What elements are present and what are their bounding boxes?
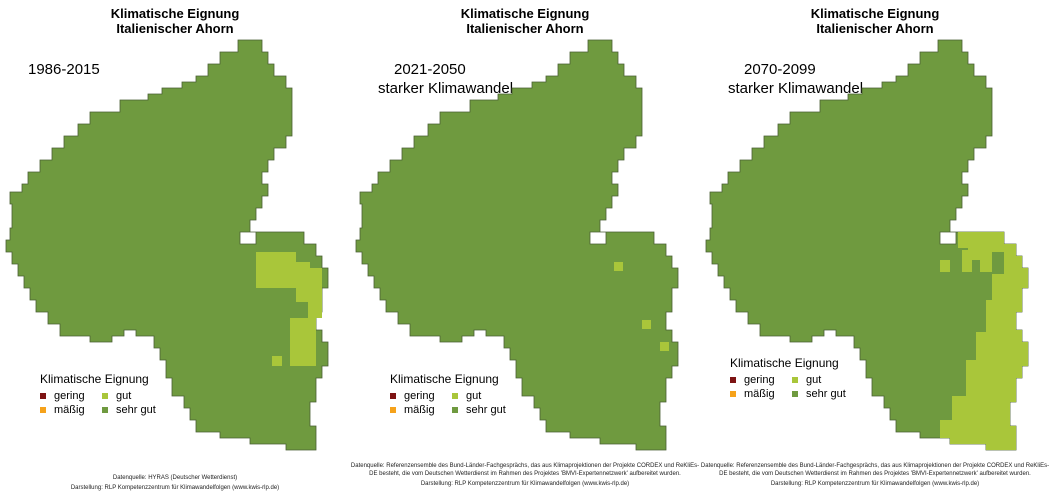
legend: Klimatische Eignung gering gut mäßig seh… (390, 372, 522, 416)
period-line-1: 2021-2050 (394, 61, 466, 78)
legend-label: mäßig (404, 404, 435, 416)
credits: Datenquelle: HYRAS (Deutscher Wetterdien… (0, 474, 350, 492)
rlp-region-sehr-gut (705, 39, 1029, 451)
legend-title: Klimatische Eignung (390, 372, 499, 386)
legend-item-gut: gut (102, 390, 172, 402)
panel-title: Klimatische Eignung Italienischer Ahorn (350, 6, 700, 36)
legend-swatch (40, 393, 46, 399)
legend-label: gering (404, 390, 435, 402)
legend-item-gut: gut (452, 390, 522, 402)
legend-label: sehr gut (806, 388, 846, 400)
period-line-1: 2070-2099 (744, 61, 816, 78)
legend-item-maessig: mäßig (40, 404, 102, 416)
title-line-1: Klimatische Eignung (460, 6, 590, 21)
suitability-map (705, 39, 1029, 451)
panel-title: Klimatische Eignung Italienischer Ahorn (700, 6, 1050, 36)
suitability-map (355, 39, 679, 451)
region-sehr-gut-patch (978, 276, 988, 294)
region-gut (256, 252, 296, 288)
period-line-1: 1986-2015 (28, 61, 100, 78)
period-line-2: starker Klimawandel (728, 80, 864, 97)
credits: Datenquelle: Referenzensemble des Bund-L… (350, 462, 700, 488)
credit-author: Darstellung: RLP Kompetenzzentrum für Kl… (420, 481, 630, 487)
legend-label: gut (466, 390, 482, 402)
region-gut (296, 262, 310, 302)
region-gut (272, 356, 282, 366)
legend-label: gut (806, 374, 822, 386)
legend-item-gut: gut (792, 374, 862, 386)
region-gut (940, 260, 950, 272)
region-gut (614, 262, 623, 271)
credit-source: Datenquelle: Referenzensemble des Bund-L… (350, 463, 700, 477)
legend-item-sehr-gut: sehr gut (452, 404, 522, 416)
legend-label: gut (116, 390, 132, 402)
legend-label: mäßig (744, 388, 775, 400)
region-gut (308, 268, 322, 318)
legend-title: Klimatische Eignung (730, 356, 839, 370)
title-line-1: Klimatische Eignung (810, 6, 940, 21)
legend-item-sehr-gut: sehr gut (792, 388, 862, 400)
legend-swatch (102, 407, 108, 413)
title-line-2: Italienischer Ahorn (816, 21, 934, 36)
legend-item-maessig: mäßig (390, 404, 452, 416)
title-line-2: Italienischer Ahorn (466, 21, 584, 36)
credit-author: Darstellung: RLP Kompetenzzentrum für Kl… (70, 485, 280, 491)
suitability-map (5, 39, 329, 451)
legend-item-gering: gering (730, 374, 792, 386)
legend-item-maessig: mäßig (730, 388, 792, 400)
region-gut (962, 250, 972, 272)
credits: Datenquelle: Referenzensemble des Bund-L… (700, 462, 1050, 488)
period-label: 2021-2050 starker Klimawandel (378, 60, 513, 98)
period-label: 2070-2099 starker Klimawandel (728, 60, 863, 98)
credit-author: Darstellung: RLP Kompetenzzentrum für Kl… (770, 481, 980, 487)
legend-item-gering: gering (40, 390, 102, 402)
legend-item-gering: gering (390, 390, 452, 402)
legend-label: sehr gut (466, 404, 506, 416)
legend-label: mäßig (54, 404, 85, 416)
map-panel-2021-2050: Klimatische Eignung Italienischer Ahorn … (350, 0, 700, 500)
region-sehr-gut-patch (992, 252, 1004, 274)
title-line-2: Italienischer Ahorn (116, 21, 234, 36)
period-label: 1986-2015 (28, 60, 100, 79)
map-panel-2070-2099: Klimatische Eignung Italienischer Ahorn … (700, 0, 1050, 500)
credit-source: Datenquelle: HYRAS (Deutscher Wetterdien… (112, 475, 238, 481)
legend-label: gering (744, 374, 775, 386)
map-panel-1986-2015: Klimatische Eignung Italienischer Ahorn … (0, 0, 350, 500)
region-gut (660, 342, 669, 351)
title-line-1: Klimatische Eignung (110, 6, 240, 21)
legend-swatch (102, 393, 108, 399)
legend: Klimatische Eignung gering gut mäßig seh… (730, 356, 862, 400)
legend-swatch (730, 377, 736, 383)
region-gut (642, 320, 651, 329)
region-gut (290, 318, 316, 366)
legend-label: sehr gut (116, 404, 156, 416)
legend-swatch (792, 391, 798, 397)
legend-label: gering (54, 390, 85, 402)
legend-title: Klimatische Eignung (40, 372, 149, 386)
legend-swatch (792, 377, 798, 383)
panel-title: Klimatische Eignung Italienischer Ahorn (0, 6, 350, 36)
legend-swatch (452, 407, 458, 413)
region-gut (940, 232, 1028, 450)
legend-swatch (730, 391, 736, 397)
legend-item-sehr-gut: sehr gut (102, 404, 172, 416)
period-line-2: starker Klimawandel (378, 80, 514, 97)
legend-swatch (390, 407, 396, 413)
legend-swatch (452, 393, 458, 399)
legend-swatch (40, 407, 46, 413)
rlp-region-sehr-gut (355, 39, 679, 451)
legend: Klimatische Eignung gering gut mäßig seh… (40, 372, 172, 416)
rlp-region-sehr-gut (5, 39, 329, 451)
legend-swatch (390, 393, 396, 399)
credit-source: Datenquelle: Referenzensemble des Bund-L… (700, 463, 1050, 477)
